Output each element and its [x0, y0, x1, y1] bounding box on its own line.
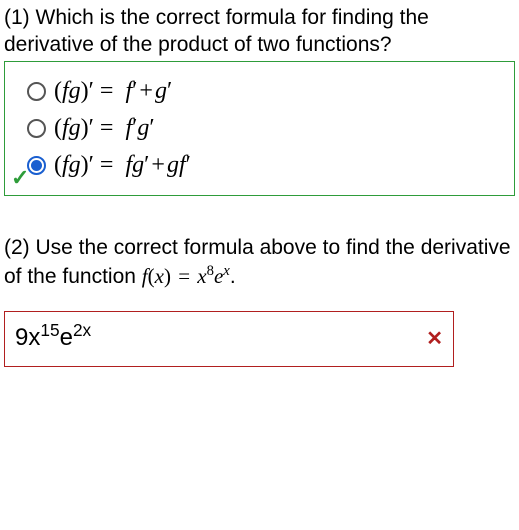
- q1-options-box: (fg)′= f′+g′ (fg)′= f′g′ (fg)′= fg′+gf′ …: [4, 61, 515, 196]
- q1-option-2[interactable]: (fg)′= f′g′: [27, 115, 506, 142]
- q1-option-1[interactable]: (fg)′= f′+g′: [27, 78, 506, 105]
- q2-prompt-post: .: [230, 265, 236, 288]
- q2-answer: 9x15e2x: [15, 324, 91, 352]
- check-icon: ✓: [11, 165, 29, 191]
- radio-icon[interactable]: [27, 119, 46, 138]
- option-formula: (fg)′= f′g′: [54, 115, 155, 142]
- q2-answer-box: 9x15e2x ✕: [4, 311, 454, 367]
- option-formula: (fg)′= fg′+gf′: [54, 152, 191, 179]
- q2-prompt-pre: (2) Use the correct formula above to fin…: [4, 236, 511, 288]
- q1-prompt: (1) Which is the correct formula for fin…: [4, 4, 515, 59]
- radio-icon-selected[interactable]: [27, 156, 46, 175]
- radio-icon[interactable]: [27, 82, 46, 101]
- q2-prompt: (2) Use the correct formula above to fin…: [4, 234, 515, 292]
- option-formula: (fg)′= f′+g′: [54, 78, 172, 105]
- x-icon: ✕: [426, 326, 443, 351]
- q2-function: f(x) = x8ex: [142, 264, 230, 288]
- q1-option-3[interactable]: (fg)′= fg′+gf′: [27, 152, 506, 179]
